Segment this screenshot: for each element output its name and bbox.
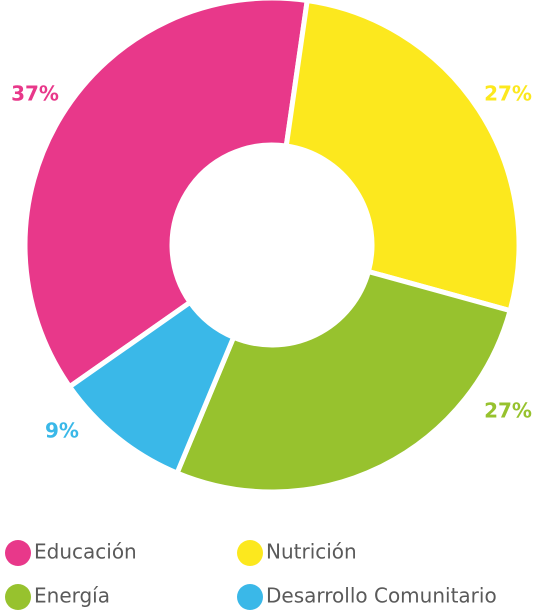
legend-swatch xyxy=(5,540,31,566)
donut-segment xyxy=(22,0,310,391)
value-label: 27% xyxy=(484,399,532,423)
value-label: 27% xyxy=(484,82,532,106)
legend-label: Educación xyxy=(34,540,137,564)
legend-swatch xyxy=(237,584,263,610)
legend-swatch xyxy=(237,540,263,566)
value-label: 37% xyxy=(11,82,59,106)
donut-segment xyxy=(66,298,237,477)
donut-segment xyxy=(173,268,514,495)
legend-label: Desarrollo Comunitario xyxy=(266,584,497,608)
legend-label: Nutrición xyxy=(266,540,357,564)
legend-label: Energía xyxy=(34,584,110,608)
legend-swatch xyxy=(5,584,31,610)
donut-segment xyxy=(283,0,522,314)
value-label: 9% xyxy=(45,419,79,443)
